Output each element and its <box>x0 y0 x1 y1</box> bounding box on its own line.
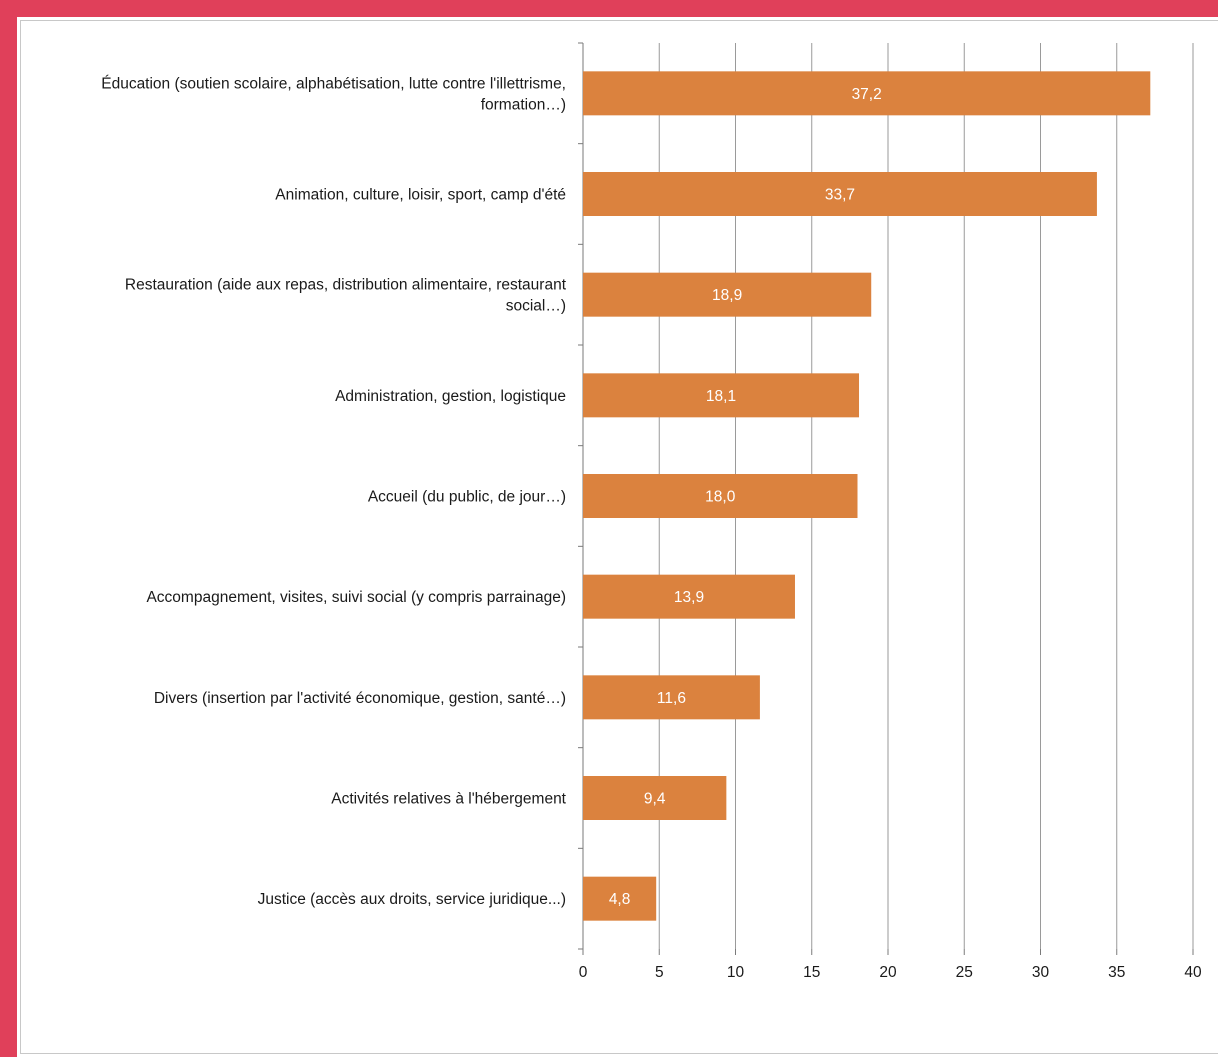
category-label: Divers (insertion par l'activité économi… <box>154 690 566 707</box>
x-tick-label: 20 <box>879 964 897 981</box>
x-tick-label: 5 <box>655 964 664 981</box>
data-label: 37,2 <box>852 86 882 103</box>
category-label: formation…) <box>481 96 566 113</box>
x-tick-label: 0 <box>579 964 588 981</box>
bar <box>583 172 1097 216</box>
x-tick-label: 40 <box>1184 964 1202 981</box>
data-label: 4,8 <box>609 891 631 908</box>
data-label: 18,9 <box>712 287 742 304</box>
data-label: 11,6 <box>657 690 686 707</box>
chart-frame: 37,2 Éducation (soutien scolaire, alphabé… <box>20 20 1218 1054</box>
x-tick-label: 35 <box>1108 964 1125 981</box>
category-label: Activités relatives à l'hébergement <box>331 791 566 808</box>
category-label: Justice (accès aux droits, service jurid… <box>258 891 566 908</box>
left-accent-bar <box>0 0 17 1057</box>
bar <box>583 675 760 720</box>
bar <box>583 272 872 317</box>
data-label: 18,1 <box>706 388 736 405</box>
category-label: social…) <box>506 298 566 315</box>
bar <box>583 574 795 619</box>
top-accent-bar <box>0 0 1218 17</box>
data-label: 33,7 <box>825 187 855 204</box>
x-tick-label: 25 <box>956 964 973 981</box>
bar-chart: 37,2 Éducation (soutien scolaire, alphabé… <box>101 42 1202 981</box>
data-label: 18,0 <box>705 489 736 506</box>
category-label: Administration, gestion, logistique <box>335 388 566 405</box>
category-label: Animation, culture, loisir, sport, camp … <box>275 187 566 204</box>
category-label: Accueil (du public, de jour…) <box>368 489 566 506</box>
x-tick-label: 15 <box>803 964 820 981</box>
category-label: Restauration (aide aux repas, distributi… <box>125 277 567 294</box>
data-label: 9,4 <box>644 791 666 808</box>
x-tick-label: 30 <box>1032 964 1050 981</box>
bar <box>583 876 657 921</box>
bar <box>583 71 1151 116</box>
data-label: 13,9 <box>674 589 704 606</box>
x-tick-label: 10 <box>727 964 745 981</box>
category-label: Accompagnement, visites, suivi social (y… <box>146 589 566 606</box>
bar <box>583 474 858 518</box>
bar <box>583 373 860 418</box>
unit-note: En % <box>1175 0 1214 14</box>
category-label: Éducation (soutien scolaire, alphabétisa… <box>101 75 566 92</box>
bar <box>583 776 727 820</box>
